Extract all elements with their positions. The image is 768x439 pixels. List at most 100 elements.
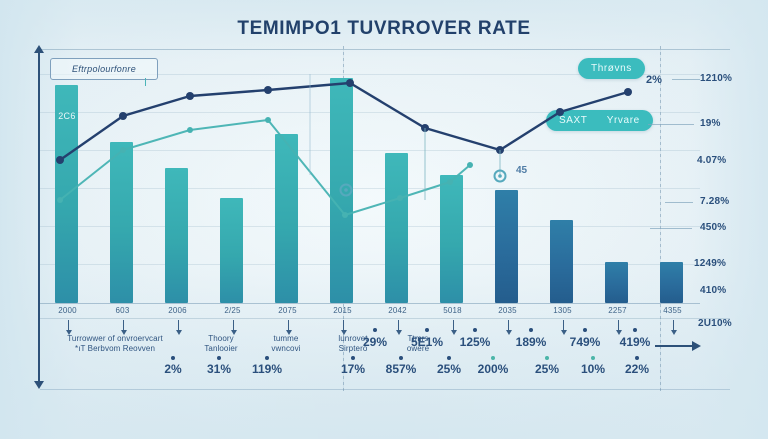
y-axis-right-label: 1249%	[694, 258, 727, 269]
x-tick-label: 4355	[663, 306, 682, 315]
bar[interactable]	[550, 220, 574, 303]
pill-saxt-yrvare[interactable]: SAXT Yrvare	[546, 110, 653, 131]
pct-upper-dot	[583, 328, 587, 332]
vertical-divider-right	[660, 46, 661, 391]
y-axis-right-label: 2U10%	[698, 318, 732, 329]
y-axis-right-label: 7.28%	[700, 196, 730, 207]
plot-area: 2C6	[40, 50, 700, 303]
vertical-range-arrow	[34, 45, 44, 389]
annotation-mid-marker-value: 45	[516, 165, 528, 176]
y-axis-leader-line	[648, 124, 694, 125]
x-tickmark	[120, 320, 127, 335]
pct-lower-value: 119%	[251, 362, 283, 376]
bar[interactable]	[220, 197, 244, 303]
gridline	[40, 74, 700, 75]
pct-lower-value: 17%	[340, 362, 366, 376]
x-caption-line1: tumme	[273, 334, 299, 343]
x-caption-line2: vwncovi	[271, 344, 301, 353]
bar[interactable]	[385, 152, 409, 303]
bar[interactable]	[330, 77, 354, 303]
bar[interactable]: 2C6	[55, 85, 79, 303]
pct-lower-dot	[171, 356, 175, 360]
pct-lower-value: 10%	[580, 362, 606, 376]
pct-upper-value: 749%	[569, 335, 601, 349]
pct-lower-value: 31%	[206, 362, 232, 376]
pct-upper-dot	[529, 328, 533, 332]
y-axis-right-label: 19%	[700, 118, 721, 129]
x-caption-line1: lunrovet	[338, 334, 368, 343]
bar-value-label: 2C6	[58, 111, 76, 122]
pct-lower-dot	[351, 356, 355, 360]
pct-upper-value: 5E1%	[410, 335, 444, 349]
x-caption-line2: Tanlooier	[204, 344, 238, 353]
y-axis-right-label: 1210%	[700, 73, 733, 84]
x-tickmark	[65, 320, 72, 335]
x-tickmark	[615, 320, 622, 335]
pct-lower-dot	[217, 356, 221, 360]
x-caption-line2: Sirptero	[338, 344, 368, 353]
x-tick-label: 2042	[388, 306, 407, 315]
y-axis-leader-line	[665, 202, 693, 203]
x-caption-line1: Turrowwer of onvroervcart	[67, 334, 163, 343]
callout-label-box[interactable]: Eftrpolourfonre	[50, 58, 158, 80]
x-tick-label: 603	[115, 306, 130, 315]
x-tick-label: 2/25	[224, 306, 241, 315]
bar[interactable]	[440, 175, 464, 303]
x-tick-label: 2000	[58, 306, 77, 315]
pill-yrvare-label: Yrvare	[606, 115, 640, 126]
x-caption: lunrovet Sirptero	[320, 334, 386, 354]
bar[interactable]	[165, 167, 189, 303]
x-tickmark	[560, 320, 567, 335]
callout-label-text: Eftrpolourfonre	[71, 64, 137, 74]
pct-lower-value: 25%	[436, 362, 462, 376]
x-tickmark	[670, 320, 677, 335]
y-axis-right-label: 410%	[700, 285, 727, 296]
x-tickmark	[395, 320, 402, 335]
pct-upper-dot	[633, 328, 637, 332]
x-caption: Ttmrs owere	[388, 334, 448, 354]
x-caption-line1: Thoory	[208, 334, 234, 343]
annotation-top-right-value: 2%	[646, 74, 662, 86]
pct-upper-value: 189%	[515, 335, 547, 349]
x-tick-label: 1305	[553, 306, 572, 315]
pct-upper-value: 419%	[619, 335, 651, 349]
x-caption: Thoory Tanlooier	[190, 334, 252, 354]
x-tickmark	[175, 320, 182, 335]
bar[interactable]	[275, 134, 299, 303]
pct-lower-value: 200%	[477, 362, 509, 376]
x-tick-label: 2006	[168, 306, 187, 315]
pct-lower-dot	[635, 356, 639, 360]
x-tickmark	[285, 320, 292, 335]
x-caption-line2: *ıT Berbvom Reovven	[74, 344, 155, 353]
axis-rule-mid	[40, 318, 730, 319]
pct-lower-value: 25%	[534, 362, 560, 376]
gridline	[40, 264, 700, 265]
gridline	[40, 188, 700, 189]
pct-lower-dot	[545, 356, 549, 360]
y-axis-leader-line	[672, 79, 700, 80]
gridline	[40, 226, 700, 227]
pct-upper-value: 125%	[459, 335, 491, 349]
axis-rule-bottom	[40, 303, 700, 304]
pct-lower-value: 2%	[164, 362, 182, 376]
x-caption-line2: owere	[406, 344, 430, 353]
pct-lower-dot	[591, 356, 595, 360]
pill-thrvns[interactable]: Thrøvns	[578, 58, 645, 79]
pct-lower-value: 22%	[624, 362, 650, 376]
x-tick-label: 2035	[498, 306, 517, 315]
axis-rule-foot	[40, 389, 730, 390]
x-tickmark	[505, 320, 512, 335]
bar[interactable]	[110, 141, 134, 303]
pct-lower-dot	[447, 356, 451, 360]
bar[interactable]	[660, 261, 684, 303]
pill-thrvns-label: Thrøvns	[591, 63, 632, 74]
x-tickmark	[230, 320, 237, 335]
pct-upper-value: 29%	[362, 335, 388, 349]
x-tick-label: 2075	[278, 306, 297, 315]
y-axis-right-label: 450%	[700, 222, 727, 233]
axis-rule-top	[40, 49, 730, 50]
bar[interactable]	[495, 190, 519, 303]
bar[interactable]	[605, 261, 629, 303]
pct-upper-dot	[373, 328, 377, 332]
pct-lower-dot	[491, 356, 495, 360]
